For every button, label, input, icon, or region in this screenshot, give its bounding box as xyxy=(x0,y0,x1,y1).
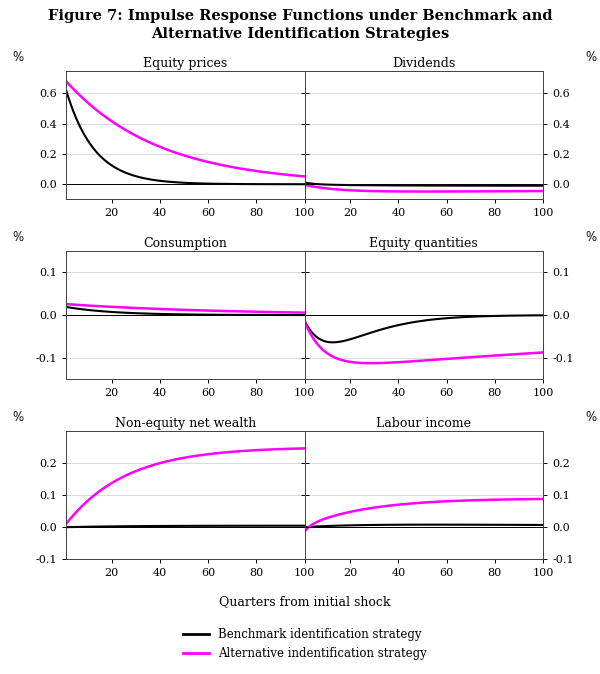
Title: Equity prices: Equity prices xyxy=(143,57,227,70)
Title: Non-equity net wealth: Non-equity net wealth xyxy=(115,417,256,431)
Text: %: % xyxy=(585,51,596,64)
Title: Consumption: Consumption xyxy=(143,237,227,250)
Legend: Benchmark identification strategy, Alternative indentification strategy: Benchmark identification strategy, Alter… xyxy=(178,623,431,665)
Text: Figure 7: Impulse Response Functions under Benchmark and
Alternative Identificat: Figure 7: Impulse Response Functions und… xyxy=(48,9,552,41)
Title: Dividends: Dividends xyxy=(392,57,455,70)
Text: %: % xyxy=(13,51,24,64)
Text: Quarters from initial shock: Quarters from initial shock xyxy=(219,595,391,609)
Text: %: % xyxy=(13,231,24,245)
Title: Labour income: Labour income xyxy=(376,417,471,431)
Text: %: % xyxy=(13,411,24,425)
Text: %: % xyxy=(585,231,596,245)
Title: Equity quantities: Equity quantities xyxy=(370,237,478,250)
Text: %: % xyxy=(585,411,596,425)
